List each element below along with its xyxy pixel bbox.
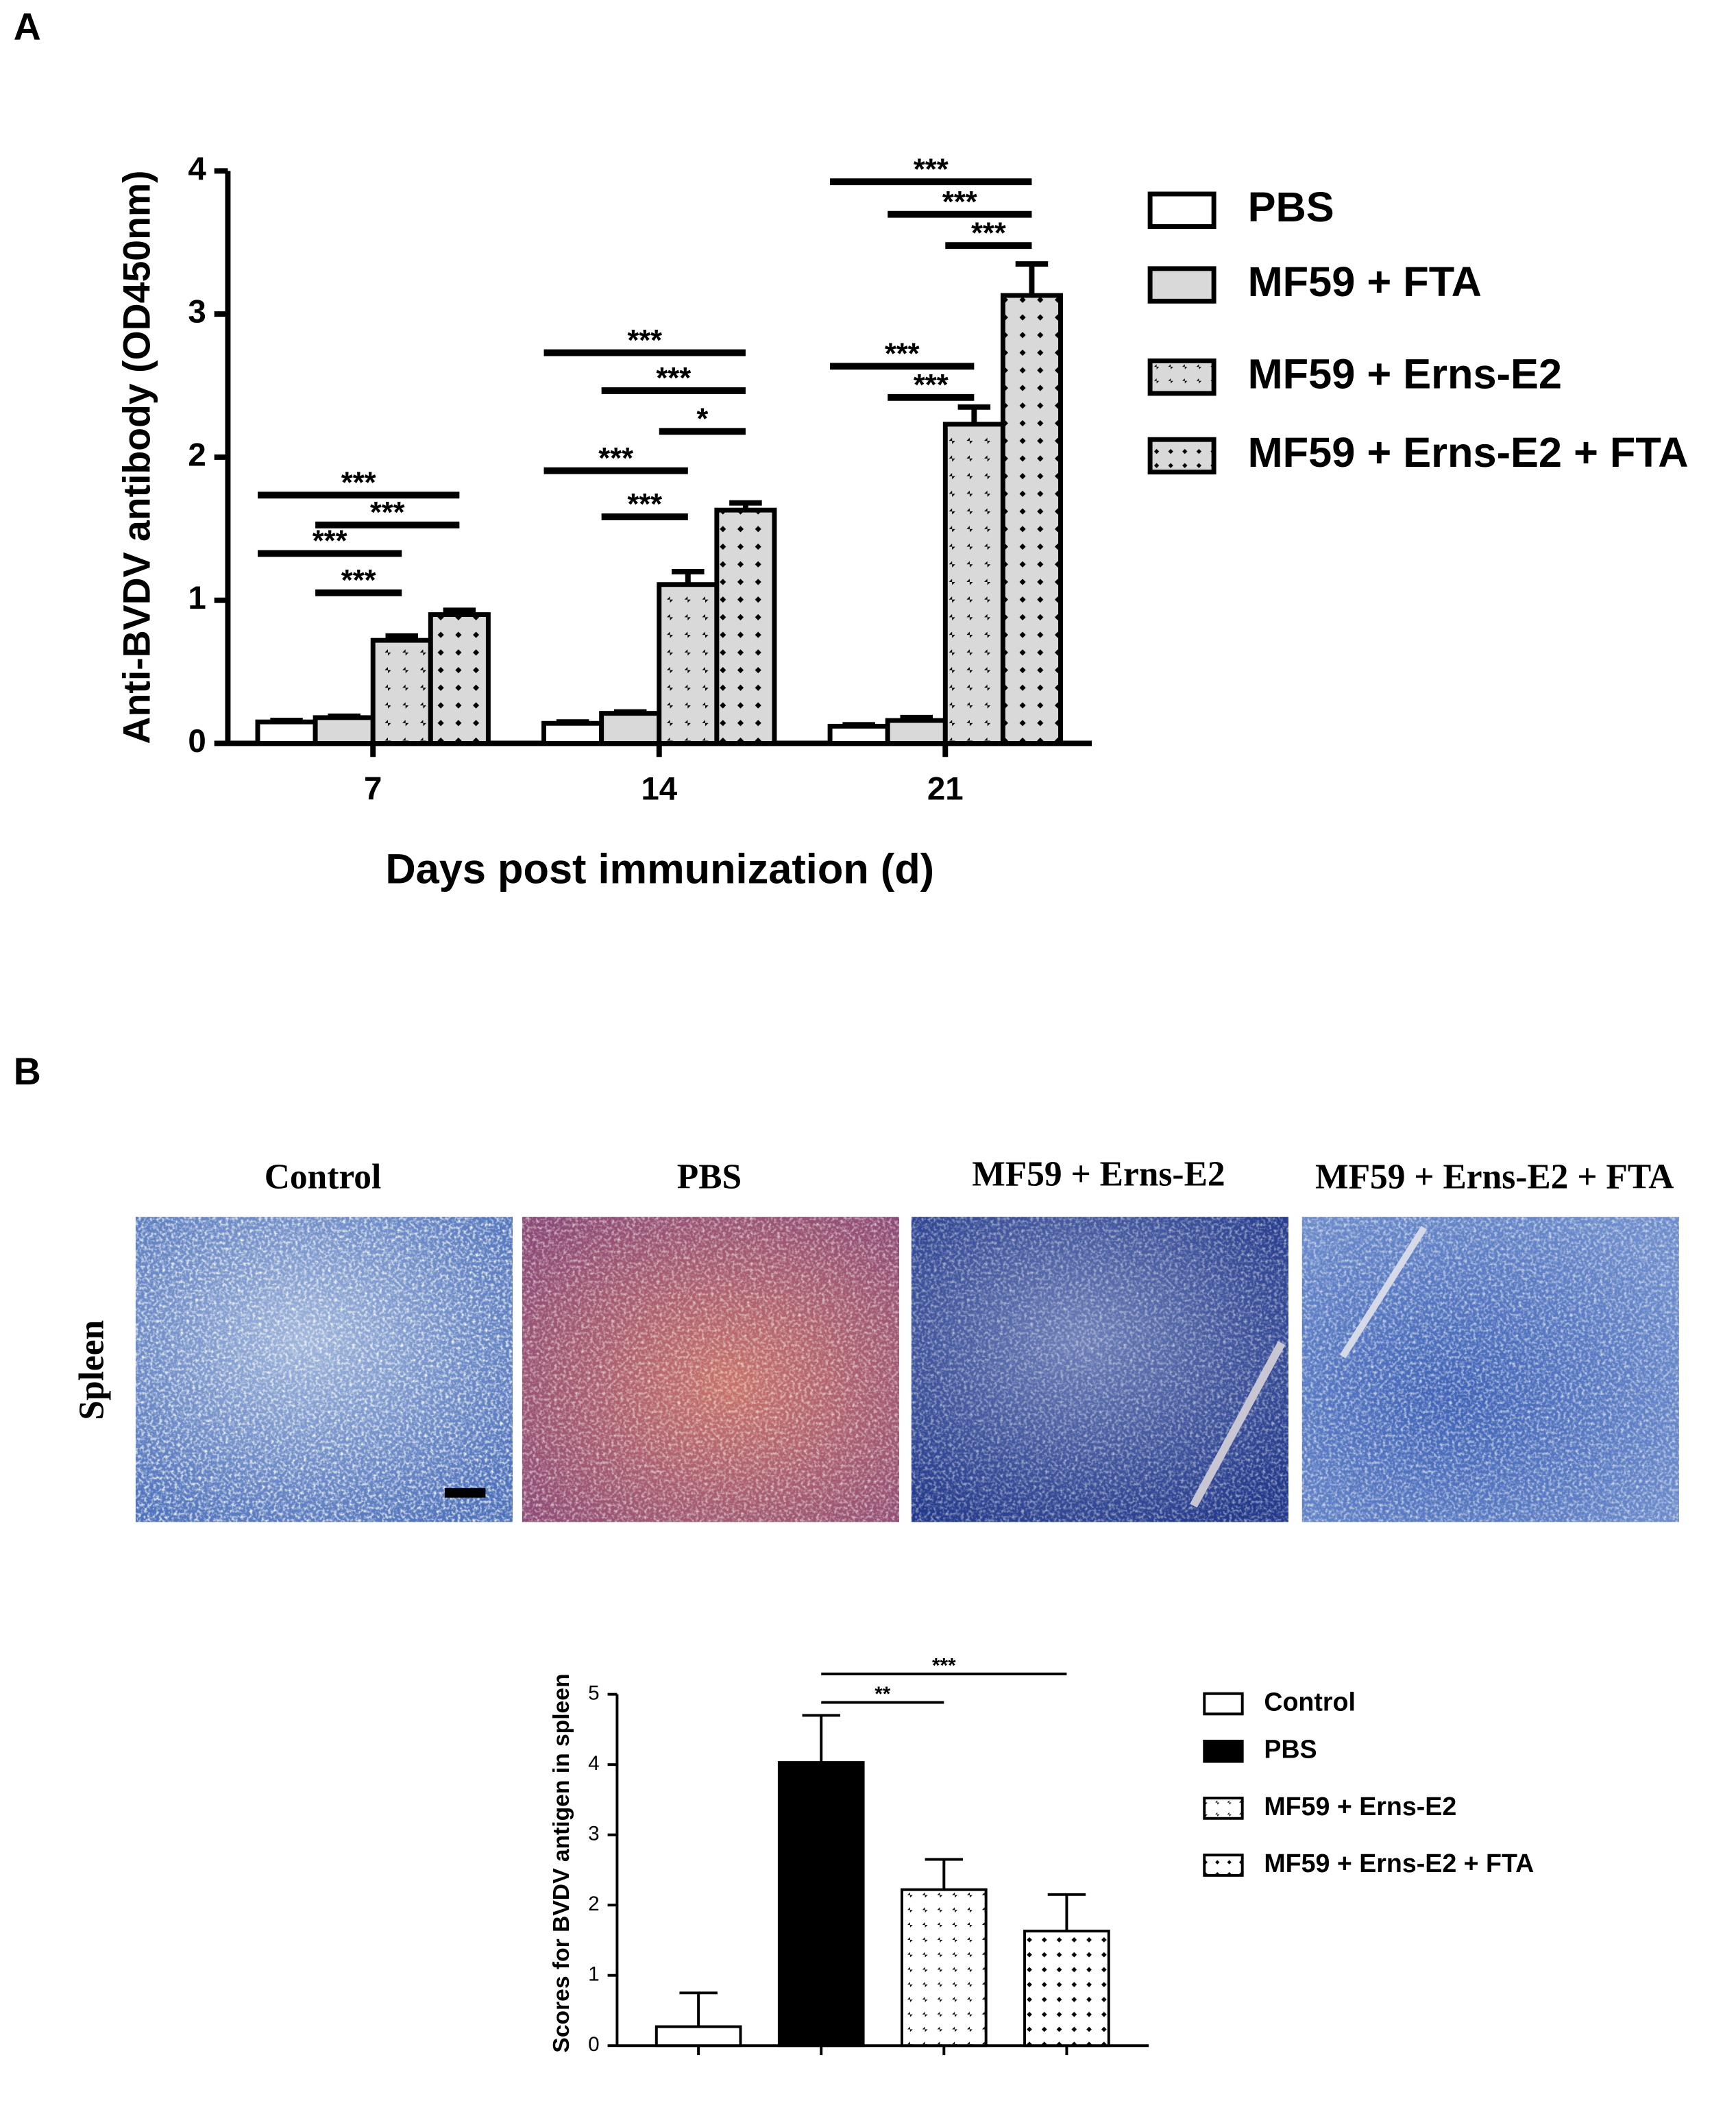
- micrograph-title: Control: [265, 1157, 382, 1196]
- bar: [370, 638, 433, 746]
- y-tick-label: 0: [188, 723, 206, 760]
- significance-label: ***: [932, 1654, 956, 1677]
- micrograph-title: MF59 + Erns-E2: [972, 1155, 1225, 1194]
- legend-swatch: [1147, 191, 1217, 229]
- chart: 0 1 2 3 4 5 Scores for BVDV antigen in spleen *…: [549, 1654, 1534, 2056]
- significance-label: ***: [885, 338, 920, 371]
- legend-swatch: [1147, 358, 1217, 396]
- significance-label: ***: [627, 324, 662, 357]
- bar: [1023, 1930, 1110, 2048]
- micrograph-title: MF59 + Erns-E2 + FTA: [1315, 1157, 1674, 1196]
- y-tick-label: 0: [588, 2033, 600, 2056]
- row-label: Spleen: [72, 1320, 111, 1420]
- texture: [522, 1217, 900, 1522]
- legend-label: MF59 + Erns-E2: [1248, 350, 1562, 397]
- y-tick-label: 2: [588, 1893, 600, 1915]
- bar: [777, 1761, 865, 2048]
- bar: [657, 582, 720, 746]
- texture: [911, 1217, 1288, 1522]
- micrographs: Control PBS MF59 + Erns-E2 MF59 + Erns-E…: [72, 1155, 1679, 1522]
- bar: [428, 612, 491, 746]
- texture: [1301, 1217, 1679, 1522]
- bar: [599, 711, 662, 746]
- y-tick-label: 2: [188, 437, 206, 473]
- y-tick-label: 4: [588, 1752, 600, 1775]
- error-bar: [957, 404, 991, 424]
- legend-label: PBS: [1248, 183, 1334, 230]
- bar: [827, 723, 890, 746]
- significance-label: **: [875, 1683, 891, 1705]
- bar: [655, 2025, 742, 2048]
- y-tick-label: 1: [188, 580, 206, 616]
- significance-label: ***: [971, 217, 1006, 250]
- bar: [942, 422, 1005, 746]
- legend-label: MF59 + Erns-E2: [1264, 1792, 1456, 1821]
- x-tick-label: 7: [364, 770, 382, 807]
- significance-label: ***: [370, 496, 405, 529]
- significance-label: ***: [341, 467, 376, 500]
- legend-swatch: [1147, 266, 1217, 304]
- x-axis-label: Days post immunization (d): [385, 845, 934, 892]
- legend-swatch: [1203, 1739, 1244, 1763]
- bar: [1000, 293, 1063, 746]
- x-tick-label: 14: [641, 770, 677, 807]
- legend-swatch: [1203, 1797, 1244, 1820]
- y-tick-label: 3: [588, 1823, 600, 1845]
- legend-label: MF59 + Erns-E2 + FTA: [1264, 1849, 1534, 1878]
- significance-label: ***: [942, 186, 977, 219]
- chart: 0 1 2 3 4 Anti-BVDV antibody (OD450nm) Days po…: [115, 151, 1688, 892]
- significance-label: *: [696, 403, 708, 436]
- panel-label: A: [14, 5, 41, 48]
- y-tick-label: 4: [188, 151, 206, 187]
- bar: [885, 718, 948, 746]
- bar: [714, 507, 777, 746]
- significance-label: ***: [914, 153, 949, 186]
- error-bar: [1015, 261, 1049, 295]
- significance-label: ***: [313, 525, 347, 558]
- significance-label: ***: [656, 362, 691, 395]
- error-bar: [679, 1991, 718, 2027]
- bar: [255, 719, 318, 746]
- error-bar: [802, 1714, 840, 1763]
- legend-label: PBS: [1264, 1735, 1317, 1764]
- scale-bar: [445, 1487, 486, 1498]
- y-tick-label: 1: [588, 1963, 600, 1986]
- significance-label: ***: [341, 564, 376, 597]
- y-axis-label: Anti-BVDV antibody (OD450nm): [115, 170, 158, 744]
- y-tick-label: 3: [188, 294, 206, 330]
- error-bar: [1047, 1893, 1086, 1932]
- x-tick-label: 21: [927, 770, 964, 807]
- error-bar: [925, 1858, 964, 1890]
- bar: [900, 1888, 988, 2048]
- y-axis-label: Scores for BVDV antigen in spleen: [549, 1674, 574, 2053]
- vessel: [1339, 1226, 1428, 1359]
- texture: [135, 1217, 513, 1522]
- y-tick-label: 5: [588, 1682, 600, 1705]
- bar: [313, 715, 376, 746]
- micrograph-title: PBS: [677, 1157, 742, 1196]
- legend-label: Control: [1264, 1687, 1356, 1716]
- vessel: [1190, 1341, 1286, 1508]
- panel-label: B: [14, 1050, 41, 1093]
- significance-label: ***: [914, 369, 949, 402]
- bar: [541, 720, 604, 746]
- legend-swatch: [1203, 1692, 1244, 1716]
- legend-label: MF59 + FTA: [1248, 258, 1482, 305]
- legend-swatch: [1203, 1854, 1244, 1877]
- significance-label: ***: [598, 442, 633, 475]
- legend-label: MF59 + Erns-E2 + FTA: [1248, 428, 1689, 476]
- legend-swatch: [1147, 437, 1217, 475]
- significance-label: ***: [627, 488, 662, 521]
